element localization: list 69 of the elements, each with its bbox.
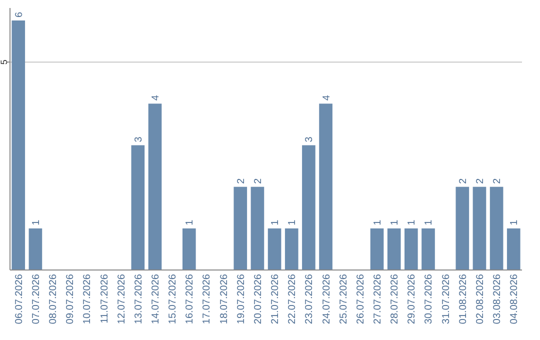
data-label: 1 — [287, 219, 298, 226]
data-label: 1 — [509, 219, 520, 226]
data-label: 1 — [30, 219, 42, 226]
bar — [302, 145, 316, 270]
data-label: 2 — [492, 178, 504, 184]
bar — [472, 186, 486, 270]
y-tick-label: 5 — [0, 60, 9, 65]
x-tick-label: 29.07.2026 — [406, 274, 418, 324]
x-tick-label: 11.07.2026 — [99, 274, 110, 324]
data-label: 1 — [372, 219, 384, 226]
x-tick-label: 28.07.2026 — [390, 274, 401, 324]
bar — [422, 228, 435, 270]
x-tick-label: 30.07.2026 — [424, 274, 435, 324]
data-label: 2 — [458, 178, 469, 184]
data-label: 4 — [321, 94, 332, 101]
data-label: 1 — [424, 219, 435, 226]
x-tick-label: 27.07.2026 — [372, 274, 384, 324]
x-tick-label: 23.07.2026 — [304, 274, 316, 324]
bar — [319, 104, 332, 270]
data-label: 2 — [236, 178, 247, 184]
x-tick-label: 03.08.2026 — [492, 274, 504, 324]
x-tick-label: 26.07.2026 — [355, 274, 366, 324]
x-tick-label: 14.07.2026 — [150, 274, 162, 324]
data-label: 2 — [252, 178, 264, 184]
data-label: 1 — [390, 219, 401, 226]
data-label: 3 — [133, 136, 144, 142]
bar — [387, 228, 401, 270]
data-label: 2 — [474, 178, 486, 184]
x-tick-label: 31.07.2026 — [440, 274, 452, 324]
x-tick-label: 21.07.2026 — [270, 274, 282, 324]
bar — [234, 186, 248, 270]
data-label: 1 — [184, 219, 196, 226]
x-tick-label: 25.07.2026 — [338, 274, 350, 324]
x-tick-label: 18.07.2026 — [218, 274, 230, 324]
bar — [12, 20, 26, 270]
data-label: 6 — [14, 11, 25, 18]
bar — [148, 104, 162, 270]
x-tick-label: 22.07.2026 — [287, 274, 298, 324]
x-tick-label: 24.07.2026 — [321, 274, 332, 324]
x-tick-label: 02.08.2026 — [474, 274, 486, 324]
data-label: 1 — [270, 219, 282, 226]
x-tick-label: 17.07.2026 — [202, 274, 213, 324]
bar — [456, 186, 470, 270]
x-tick-label: 04.08.2026 — [509, 274, 520, 324]
data-label: 4 — [150, 94, 162, 101]
x-tick-label: 08.07.2026 — [48, 274, 60, 324]
x-tick-label: 07.07.2026 — [30, 274, 42, 324]
x-tick-label: 13.07.2026 — [133, 274, 144, 324]
x-tick-label: 20.07.2026 — [252, 274, 264, 324]
x-tick-label: 09.07.2026 — [65, 274, 76, 324]
bar — [28, 228, 42, 270]
bar — [250, 186, 264, 270]
bar — [131, 145, 145, 270]
x-tick-label: 16.07.2026 — [184, 274, 196, 324]
x-tick-label: 06.07.2026 — [14, 274, 25, 324]
bar — [490, 186, 504, 270]
bar — [268, 228, 282, 270]
bar — [506, 228, 520, 270]
x-tick-label: 10.07.2026 — [82, 274, 94, 324]
x-tick-label: 19.07.2026 — [236, 274, 247, 324]
bar — [284, 228, 298, 270]
bar — [182, 228, 196, 270]
bar — [404, 228, 418, 270]
data-label: 1 — [406, 219, 418, 226]
x-tick-label: 01.08.2026 — [458, 274, 469, 324]
data-label: 3 — [304, 136, 316, 142]
x-tick-label: 12.07.2026 — [116, 274, 128, 324]
x-tick-label: 15.07.2026 — [168, 274, 179, 324]
bar — [370, 228, 384, 270]
